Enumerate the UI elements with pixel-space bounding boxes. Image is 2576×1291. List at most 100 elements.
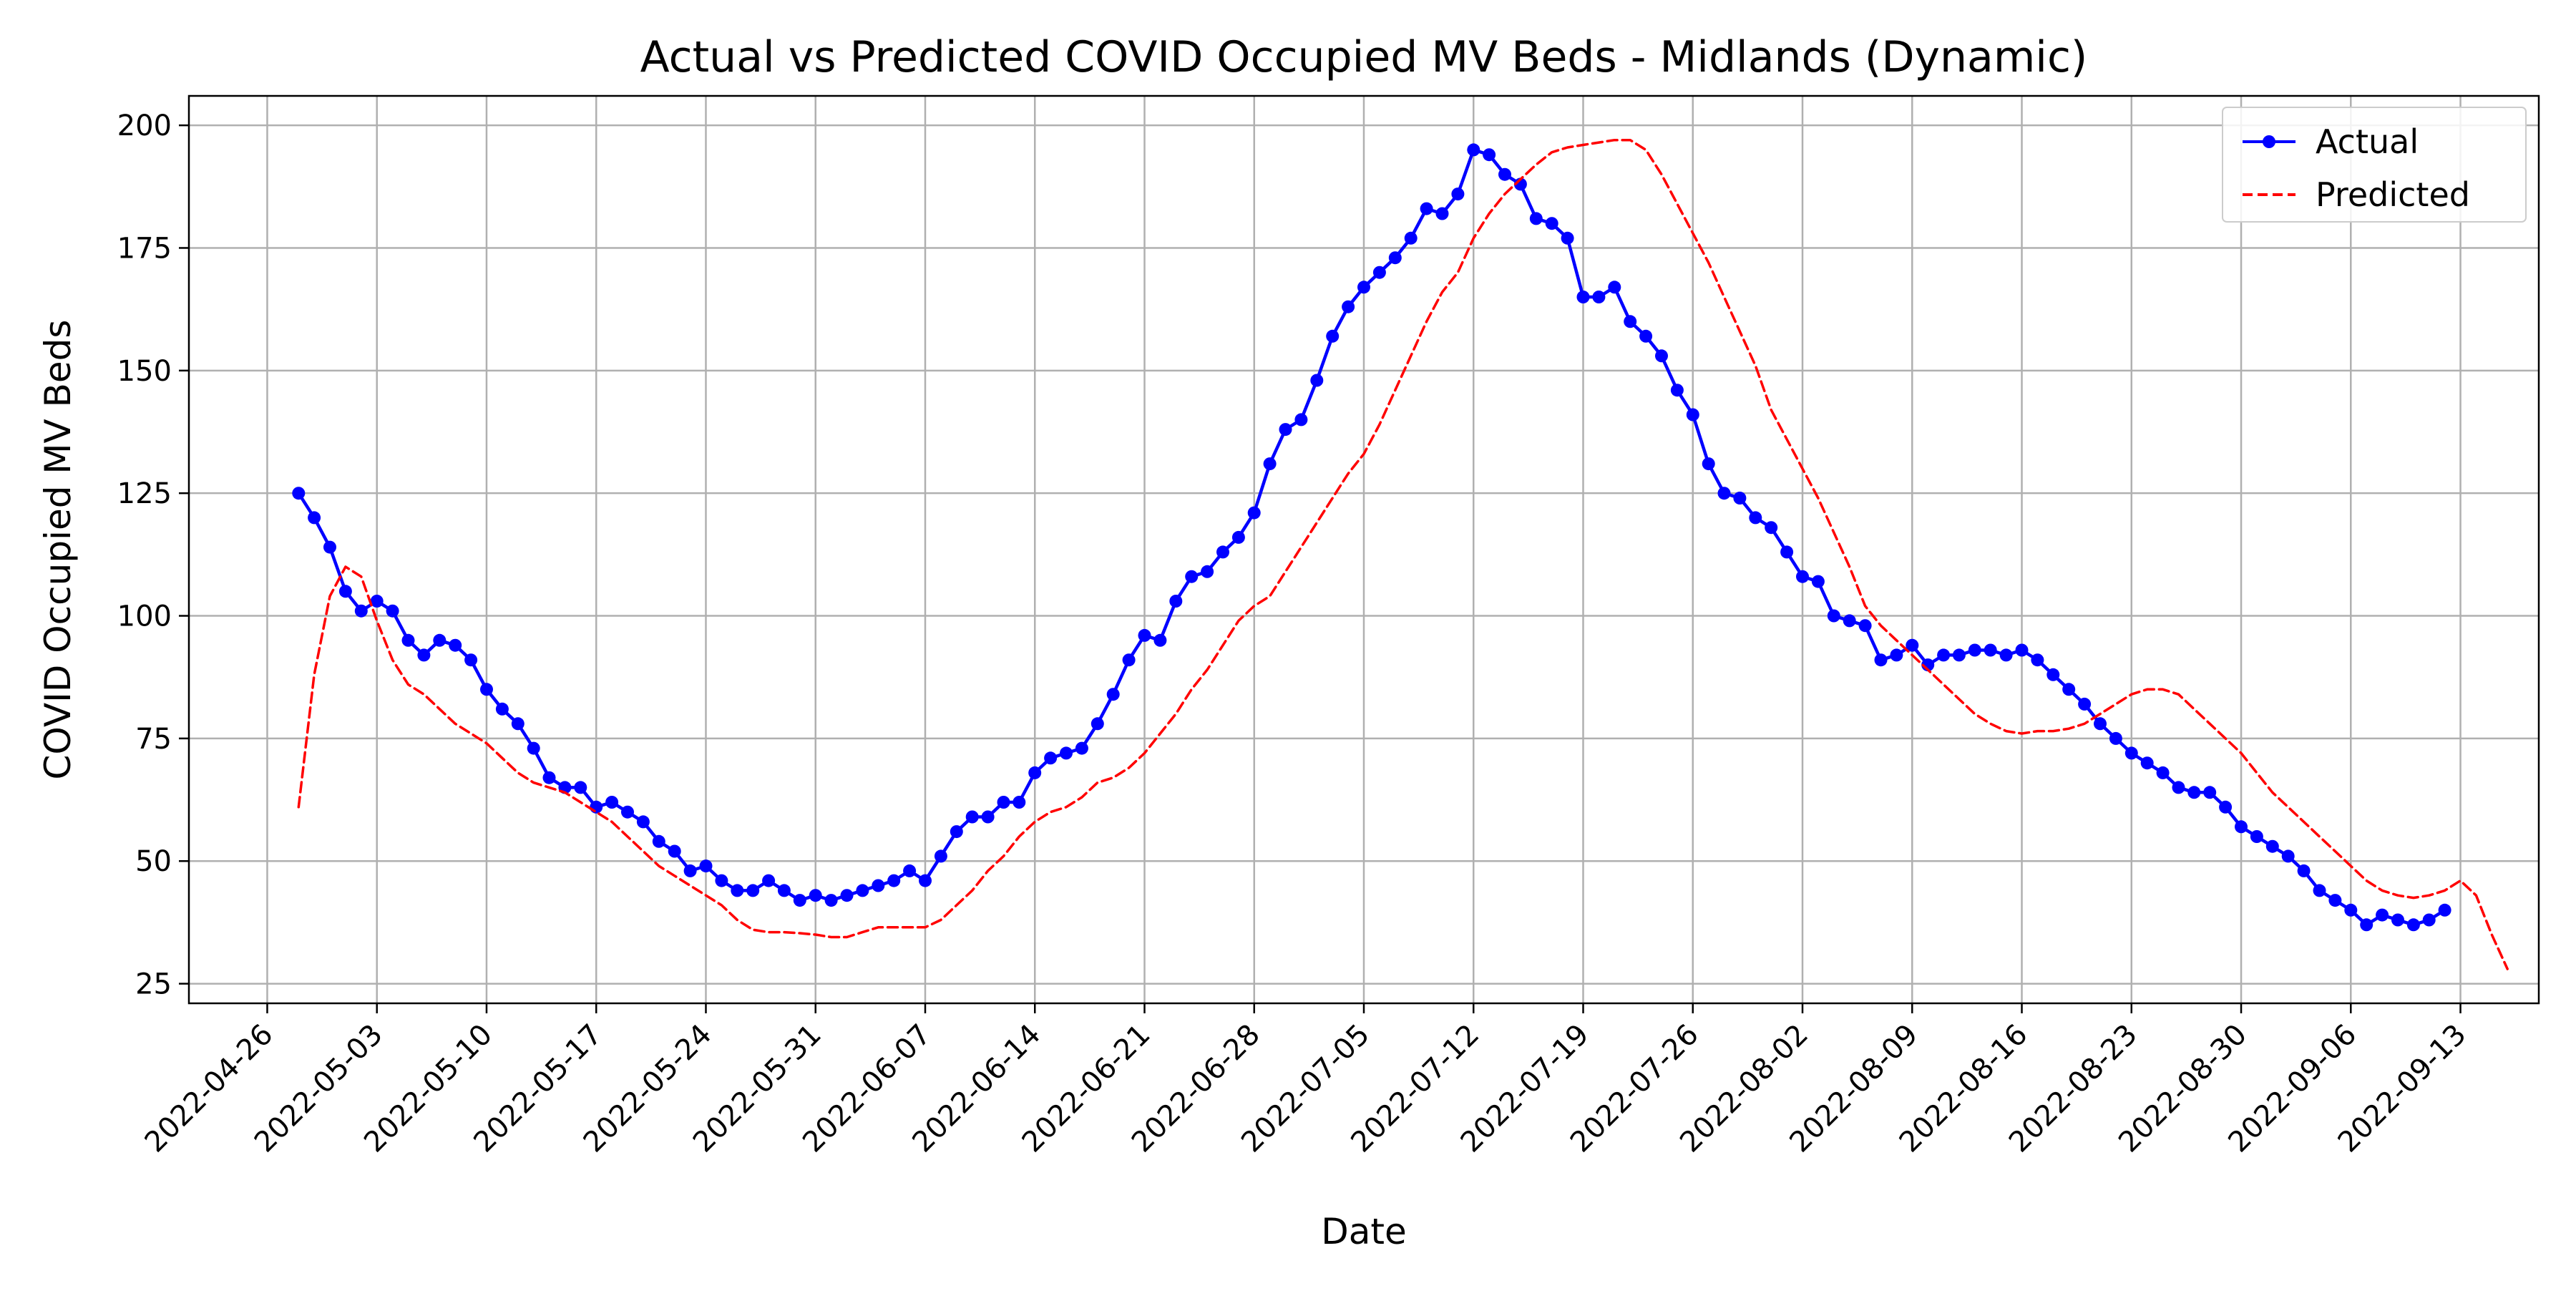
- actual-point: [1044, 751, 1058, 765]
- actual-point: [480, 683, 493, 696]
- actual-point: [809, 889, 822, 902]
- actual-point: [1247, 506, 1261, 520]
- y-tick-label: 150: [117, 355, 172, 388]
- actual-point: [417, 648, 431, 662]
- actual-point: [636, 815, 650, 829]
- actual-point: [1404, 231, 1418, 245]
- actual-point: [668, 844, 681, 858]
- actual-point: [2360, 918, 2373, 932]
- actual-point: [1013, 796, 1026, 809]
- actual-point: [1874, 653, 1888, 667]
- y-tick-label: 125: [117, 477, 172, 510]
- actual-point: [1639, 329, 1653, 343]
- actual-point: [1216, 545, 1229, 559]
- actual-point: [590, 800, 603, 814]
- actual-point: [2187, 786, 2201, 799]
- grid: [189, 96, 2539, 1003]
- series-predicted: [297, 138, 2509, 970]
- actual-point: [338, 585, 352, 598]
- actual-point: [1388, 251, 1402, 265]
- actual-point: [856, 884, 869, 897]
- actual-point: [1372, 265, 1386, 279]
- y-tick-label: 200: [117, 109, 172, 142]
- actual-point: [1263, 457, 1277, 471]
- actual-point: [1686, 408, 1699, 422]
- actual-point: [1968, 643, 1981, 657]
- actual-point: [824, 894, 838, 907]
- actual-point: [919, 874, 932, 887]
- actual-point: [1702, 457, 1715, 471]
- actual-point: [872, 879, 885, 892]
- actual-point: [1060, 746, 1073, 760]
- actual-point: [1420, 202, 1433, 215]
- actual-point: [2015, 643, 2029, 657]
- y-tick-label: 75: [135, 723, 172, 756]
- actual-point: [2297, 864, 2311, 877]
- actual-point: [605, 796, 619, 809]
- actual-point: [997, 796, 1010, 809]
- actual-point: [652, 834, 665, 848]
- legend: Actual Predicted: [2222, 107, 2527, 223]
- actual-point: [2172, 781, 2185, 794]
- actual-point: [2265, 839, 2279, 853]
- chart-title: Actual vs Predicted COVID Occupied MV Be…: [640, 32, 2088, 82]
- actual-point: [1138, 628, 1151, 642]
- actual-point: [1467, 143, 1480, 157]
- actual-point: [1201, 565, 1214, 578]
- actual-point: [981, 810, 995, 824]
- actual-point: [777, 884, 791, 897]
- actual-point: [2328, 894, 2342, 907]
- actual-point: [1326, 329, 1340, 343]
- actual-point: [950, 825, 963, 839]
- actual-point: [1952, 648, 1966, 662]
- actual-point: [449, 638, 462, 652]
- actual-point: [2156, 766, 2170, 779]
- actual-point: [2313, 884, 2326, 897]
- actual-point: [2046, 668, 2060, 681]
- actual-point: [934, 849, 947, 863]
- actual-point: [2078, 697, 2092, 711]
- actual-point: [1670, 384, 1684, 397]
- actual-point: [1811, 575, 1825, 588]
- actual-point: [1342, 300, 1355, 313]
- actual-point: [1310, 374, 1324, 387]
- y-axis-ticks: 25 50 75 100 125 150 175 200: [117, 109, 189, 1001]
- actual-point: [1717, 487, 1731, 500]
- legend-label-predicted: Predicted: [2316, 175, 2470, 214]
- actual-point: [323, 540, 336, 554]
- actual-point: [1576, 291, 1590, 303]
- actual-point: [903, 864, 917, 877]
- actual-point: [1279, 423, 1292, 437]
- actual-point: [1545, 217, 1558, 230]
- actual-point: [1733, 492, 1747, 505]
- actual-point: [762, 874, 776, 887]
- actual-point: [2219, 800, 2233, 814]
- actual-point: [1843, 614, 1856, 628]
- actual-point: [2062, 683, 2076, 696]
- actual-point: [495, 702, 509, 716]
- actual-point: [840, 889, 854, 902]
- predicted-line: [297, 138, 2509, 970]
- y-tick-label: 175: [117, 232, 172, 265]
- actual-point: [2140, 756, 2154, 770]
- actual-point: [1122, 653, 1136, 667]
- x-axis-label: Date: [1321, 1211, 1407, 1252]
- actual-point: [1858, 619, 1872, 633]
- actual-point: [1153, 633, 1167, 647]
- actual-point: [965, 810, 979, 824]
- actual-point: [527, 741, 540, 755]
- actual-point: [2344, 903, 2358, 917]
- actual-point: [1937, 648, 1951, 662]
- actual-point: [2376, 908, 2389, 922]
- actual-point: [370, 595, 384, 608]
- actual-point: [2109, 731, 2122, 745]
- actual-point: [621, 805, 634, 819]
- actual-point: [1091, 717, 1104, 731]
- actual-point: [2235, 820, 2248, 834]
- actual-point: [1592, 291, 1606, 303]
- actual-point: [511, 717, 525, 731]
- actual-point: [1483, 148, 1496, 162]
- actual-point: [699, 859, 713, 873]
